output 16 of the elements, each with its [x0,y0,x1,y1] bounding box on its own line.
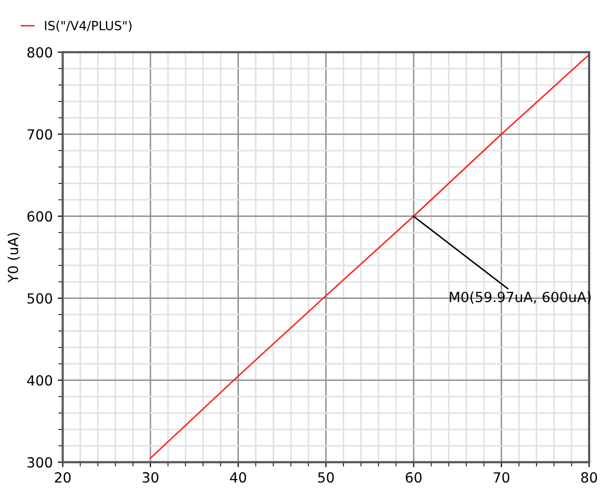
x-tick-label: 50 [318,472,334,483]
line-series [150,54,590,459]
y-tick-label: 600 [27,211,52,222]
y-tick-label: 300 [28,457,52,468]
x-tick-label: 80 [581,472,598,483]
y-axis-title: Y0 (uA) [7,232,20,283]
x-tick-label: 40 [230,472,246,483]
y-tick-label: 800 [27,47,52,58]
x-tick-label: 60 [406,472,422,483]
legend-label: IS("/V4/PLUS") [45,20,132,32]
y-tick-label: 700 [28,129,52,140]
y-tick-label: 500 [28,293,52,304]
y-tick-label: 400 [27,375,52,386]
x-tick-label: 70 [494,472,510,483]
x-tick-label: 20 [54,472,71,483]
x-tick-label: 30 [142,472,158,483]
